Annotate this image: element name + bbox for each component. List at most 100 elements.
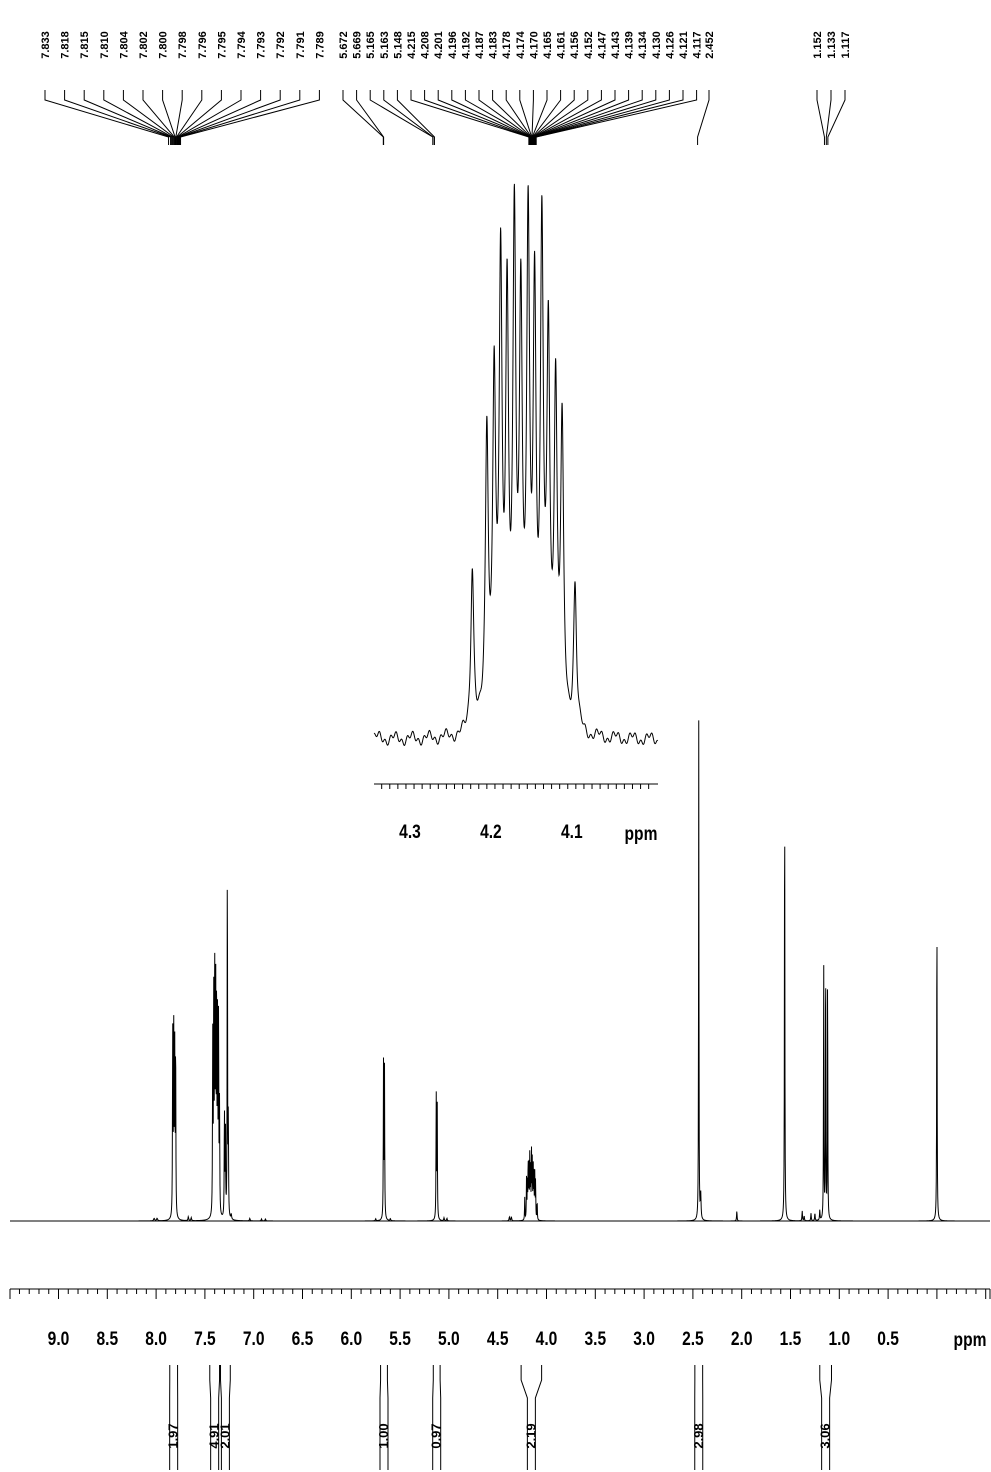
integral-value-label: 1.00 xyxy=(376,1423,391,1448)
integral-region: 1.97 xyxy=(166,1365,181,1470)
integral-value-label: 2.98 xyxy=(691,1423,706,1448)
peak-label-leader xyxy=(816,90,825,145)
peak-label: 5.165 xyxy=(365,31,377,59)
peak-label: 4.170 xyxy=(528,31,540,59)
peak-label-leader xyxy=(83,90,172,145)
axis-tick-label: 5.0 xyxy=(438,1328,460,1350)
integral-value-label: 1.97 xyxy=(166,1423,181,1448)
peak-label: 7.792 xyxy=(275,31,287,59)
integral-value-label: 4.91 xyxy=(207,1423,222,1448)
peak-label: 4.161 xyxy=(556,31,568,59)
peak-label: 7.804 xyxy=(118,30,130,58)
integral-bracket xyxy=(819,1365,832,1470)
integral-region: 2.01 xyxy=(217,1365,232,1470)
peak-label: 4.121 xyxy=(678,31,690,59)
peak-label: 4.152 xyxy=(583,31,595,59)
integral-region: 2.19 xyxy=(520,1365,543,1470)
peak-label-leader xyxy=(535,90,698,145)
peak-label: 4.201 xyxy=(433,31,445,59)
inset-tick-label: 4.2 xyxy=(480,821,502,843)
peak-label-leader xyxy=(162,90,176,145)
peak-label-group: 7.833 7.818 7.815 7.810 7.804 7.802 7.800 7.798… xyxy=(40,30,852,145)
peak-label: 4.156 xyxy=(569,31,581,59)
integral-bracket xyxy=(169,1365,179,1470)
ppm-axis: 9.0 8.5 8.0 7.5 7.0 6.5 6.0 5.5 5.0 4.5 4.0 3.5 3.0 2… xyxy=(9,1288,991,1350)
axis-tick-label: 8.5 xyxy=(96,1328,118,1350)
integral-bracket xyxy=(694,1365,704,1470)
peak-label-leader xyxy=(534,90,657,145)
peak-label-leader xyxy=(179,90,301,145)
axis-tick-label: 2.5 xyxy=(682,1328,704,1350)
peak-label: 4.147 xyxy=(596,31,608,59)
peak-label: 7.815 xyxy=(79,31,91,59)
peak-label-leader xyxy=(122,90,175,145)
integral-value-label: 2.19 xyxy=(523,1423,538,1448)
axis-tick-label: 7.5 xyxy=(194,1328,216,1350)
axis-tick-label: 9.0 xyxy=(48,1328,70,1350)
peak-label: 4.174 xyxy=(515,30,527,58)
peak-label: 7.800 xyxy=(158,31,170,59)
inset-unit-label: ppm xyxy=(625,823,658,845)
peak-label-leader xyxy=(356,90,385,145)
peak-label: 1.117 xyxy=(840,32,852,59)
integral-region: 2.98 xyxy=(691,1365,706,1470)
integral-region: 4.91 xyxy=(207,1365,222,1470)
integral-bracket xyxy=(520,1365,543,1470)
axis-tick-label: 0.5 xyxy=(877,1328,899,1350)
peak-label: 2.452 xyxy=(704,31,716,59)
inset-tick-label: 4.1 xyxy=(561,821,583,843)
peak-label: 4.126 xyxy=(664,31,676,59)
peak-label: 5.163 xyxy=(379,31,391,59)
peak-label: 7.802 xyxy=(138,31,150,59)
peak-label: 5.148 xyxy=(392,31,404,59)
inset-tick-label: 4.3 xyxy=(399,821,421,843)
peak-label: 7.798 xyxy=(177,31,189,59)
peak-label: 4.215 xyxy=(406,31,418,59)
peak-label-leader xyxy=(44,90,170,145)
axis-tick-label: 4.5 xyxy=(487,1328,509,1350)
peak-label-leader xyxy=(424,90,530,145)
peak-label: 4.187 xyxy=(474,31,486,59)
peak-label: 4.208 xyxy=(420,31,432,59)
peak-label-leader xyxy=(825,90,832,145)
peak-label: 4.139 xyxy=(624,31,636,59)
peak-label: 7.791 xyxy=(295,31,307,59)
peak-label: 4.192 xyxy=(460,31,472,59)
peak-label: 4.183 xyxy=(488,31,500,59)
peak-label-leader xyxy=(342,90,384,145)
inset-expansion: 4.3 4.2 4.1 ppm xyxy=(373,183,659,845)
peak-label: 4.143 xyxy=(610,31,622,59)
axis-tick-label: 3.0 xyxy=(633,1328,655,1350)
peak-label: 7.796 xyxy=(197,31,209,59)
peak-label-leader xyxy=(535,90,684,145)
axis-tick-label: 1.5 xyxy=(780,1328,802,1350)
peak-label: 7.789 xyxy=(314,31,326,59)
peak-label-leader xyxy=(175,90,183,145)
peak-label: 5.672 xyxy=(338,31,350,59)
peak-label-leader xyxy=(176,90,222,145)
integral-group: 1.97 4.912.01 1.00 0.97 2.19 2.98 3.06 xyxy=(166,1365,833,1470)
integral-value-label: 0.97 xyxy=(429,1423,444,1448)
peak-label-leader xyxy=(697,90,710,145)
peak-label: 4.178 xyxy=(501,31,513,59)
peak-label: 1.152 xyxy=(812,31,824,59)
peak-label-leader xyxy=(534,90,643,145)
integral-bracket xyxy=(379,1365,389,1470)
peak-label: 4.130 xyxy=(651,31,663,59)
integral-value-label: 2.01 xyxy=(217,1423,232,1448)
peak-label-leader xyxy=(535,90,670,145)
integral-value-label: 3.06 xyxy=(818,1423,833,1448)
peak-label: 5.669 xyxy=(352,31,364,59)
peak-label-leader xyxy=(177,90,242,145)
peak-label: 7.810 xyxy=(99,31,111,59)
axis-tick-label: 6.0 xyxy=(340,1328,362,1350)
peak-label-leader xyxy=(383,90,434,145)
spectrum-trace xyxy=(10,720,990,1222)
peak-label-leader xyxy=(827,90,846,145)
peak-label: 4.117 xyxy=(692,32,704,59)
peak-label: 1.133 xyxy=(826,31,838,59)
peak-label: 4.165 xyxy=(542,31,554,59)
peak-label-leader xyxy=(103,90,173,145)
peak-label-leader xyxy=(176,90,203,145)
